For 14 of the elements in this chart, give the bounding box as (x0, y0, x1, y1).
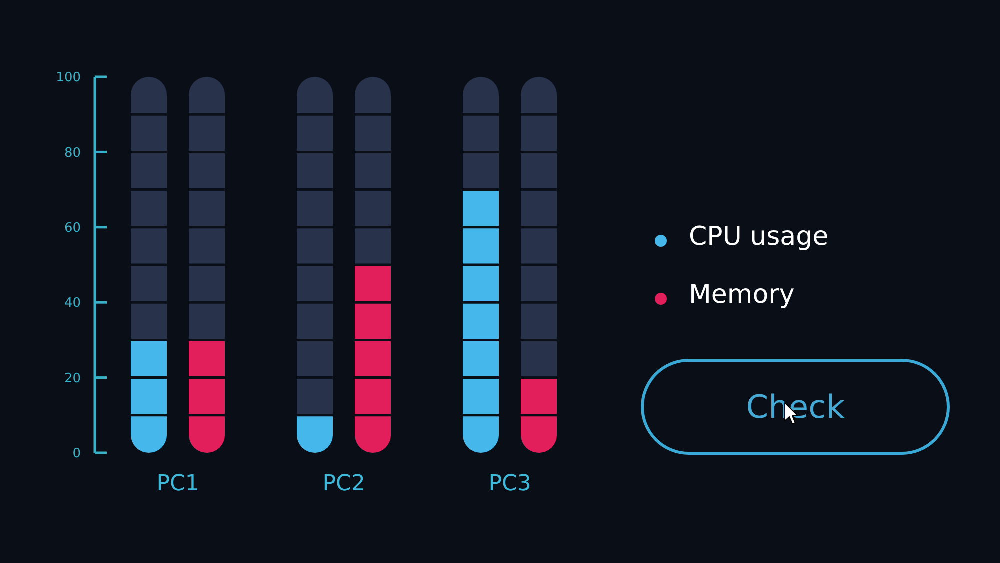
legend-label: CPU usage (689, 222, 829, 252)
bar (131, 340, 167, 453)
y-tick-label: 20 (64, 371, 81, 386)
x-tick-label: PC2 (322, 472, 366, 497)
bar (189, 340, 225, 453)
y-tick-label: 40 (64, 296, 81, 312)
y-tick-label: 100 (56, 70, 81, 86)
x-tick-label: PC1 (156, 472, 200, 497)
y-tick-label: 60 (64, 220, 81, 236)
y-tick-label: 80 (64, 146, 81, 161)
legend-label: Memory (689, 280, 795, 310)
y-tick-label: 0 (72, 446, 81, 462)
x-tick-label: PC3 (488, 472, 532, 497)
bar (521, 378, 557, 453)
